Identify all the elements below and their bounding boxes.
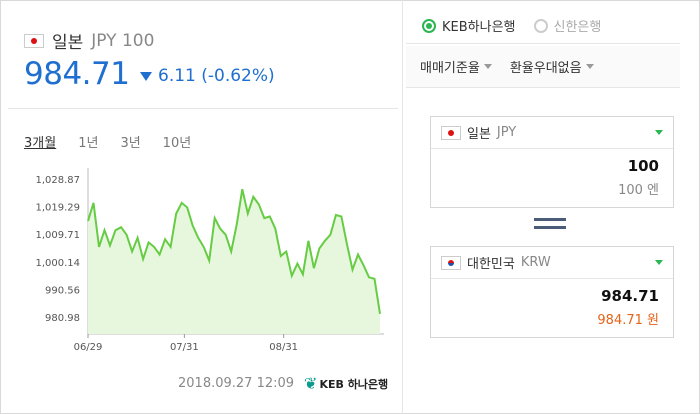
- x-tick-label: 06/29: [74, 342, 103, 353]
- bank-option-label: 신한은행: [553, 20, 602, 35]
- to-currency-select[interactable]: 대한민국 KRW: [431, 247, 673, 279]
- chevron-down-icon: [483, 64, 492, 69]
- y-tick-label: 1,009.71: [35, 230, 80, 241]
- x-tick-label: 07/31: [170, 342, 199, 353]
- update-info: 2018.09.27 12:09 ❦ KEB 하나은행: [178, 374, 388, 393]
- to-amount[interactable]: 984.71: [601, 287, 659, 305]
- rate-change-value: 6.11 (-0.62%): [158, 66, 275, 86]
- chart-area: [88, 189, 380, 334]
- radio-unselected-icon[interactable]: [533, 18, 548, 33]
- chart-line: [87, 188, 381, 314]
- bank-option-label: KEB하나은행: [442, 20, 516, 35]
- from-currency-box: 일본 JPY 100 100 엔: [430, 116, 674, 208]
- rate-change: 6.11 (-0.62%): [140, 66, 275, 86]
- tab-3-years[interactable]: 3년: [120, 136, 141, 151]
- divider: [8, 108, 398, 109]
- to-currency-box: 대한민국 KRW 984.71 984.71 원: [430, 246, 674, 338]
- from-currency-select[interactable]: 일본 JPY: [431, 117, 673, 149]
- rate-type-dropdown[interactable]: 매매기준율: [420, 57, 492, 76]
- y-tick-label: 1,000.14: [35, 258, 80, 269]
- to-country: 대한민국: [467, 257, 515, 272]
- rate-chart: 1,028.87 1,019.29 1,009.71 1,000.14 990.56 98…: [35, 168, 384, 353]
- discount-value: 환율우대없음: [509, 61, 582, 76]
- x-tick-label: 08/31: [269, 342, 298, 353]
- y-tick-label: 1,028.87: [35, 175, 80, 186]
- from-amount[interactable]: 100: [627, 157, 659, 175]
- tab-10-years[interactable]: 10년: [162, 136, 192, 151]
- rate-panel: 일본 JPY 100 984.71 6.11 (-0.62%) 3개월 1년 3…: [8, 8, 398, 406]
- to-amount-field[interactable]: 984.71 984.71 원: [431, 279, 673, 337]
- japan-flag-icon: [441, 125, 461, 140]
- y-tick-label: 980.98: [45, 313, 80, 324]
- currency-header: 일본 JPY 100: [24, 28, 154, 53]
- currency-code: JPY 100: [91, 30, 155, 51]
- panel-divider: [402, 0, 403, 414]
- bank-logo: ❦ KEB 하나은행: [304, 374, 388, 393]
- equals-icon: [534, 218, 566, 232]
- hana-leaf-icon: ❦: [304, 374, 318, 393]
- radio-selected-icon[interactable]: [422, 18, 436, 33]
- japan-flag-icon: [24, 33, 44, 48]
- timestamp: 2018.09.27 12:09: [178, 376, 295, 391]
- rate-type-value: 매매기준율: [420, 61, 480, 76]
- y-tick-label: 990.56: [45, 285, 80, 296]
- chevron-down-icon: [655, 260, 663, 265]
- bank-option-shinhan[interactable]: 신한은행: [533, 16, 602, 35]
- to-unit: 984.71 원: [597, 313, 659, 328]
- currency-name: 일본: [52, 33, 84, 53]
- to-code: KRW: [520, 255, 551, 270]
- tab-1-year[interactable]: 1년: [78, 136, 99, 151]
- from-amount-field[interactable]: 100 100 엔: [431, 149, 673, 207]
- y-tick-label: 1,019.29: [35, 203, 80, 214]
- from-country: 일본: [467, 127, 491, 142]
- period-tabs: 3개월 1년 3년 10년: [24, 132, 191, 151]
- from-code: JPY: [496, 125, 517, 140]
- chevron-down-icon: [585, 64, 594, 69]
- bank-logo-text: KEB 하나은행: [319, 377, 389, 391]
- tab-3-months[interactable]: 3개월: [24, 136, 57, 151]
- converter-panel: KEB하나은행 신한은행 매매기준율 환율우대없음 일본 JPY 100 100…: [406, 0, 700, 414]
- bank-selector: KEB하나은행 신한은행: [406, 8, 680, 44]
- exchange-rate: 984.71: [24, 56, 130, 92]
- rate-options: 매매기준율 환율우대없음: [406, 46, 680, 88]
- down-arrow-icon: [140, 71, 152, 81]
- discount-dropdown[interactable]: 환율우대없음: [510, 57, 594, 76]
- from-unit: 100 엔: [618, 183, 659, 198]
- chevron-down-icon: [655, 130, 663, 135]
- bank-option-keb[interactable]: KEB하나은행: [422, 16, 516, 35]
- korea-flag-icon: [441, 255, 461, 270]
